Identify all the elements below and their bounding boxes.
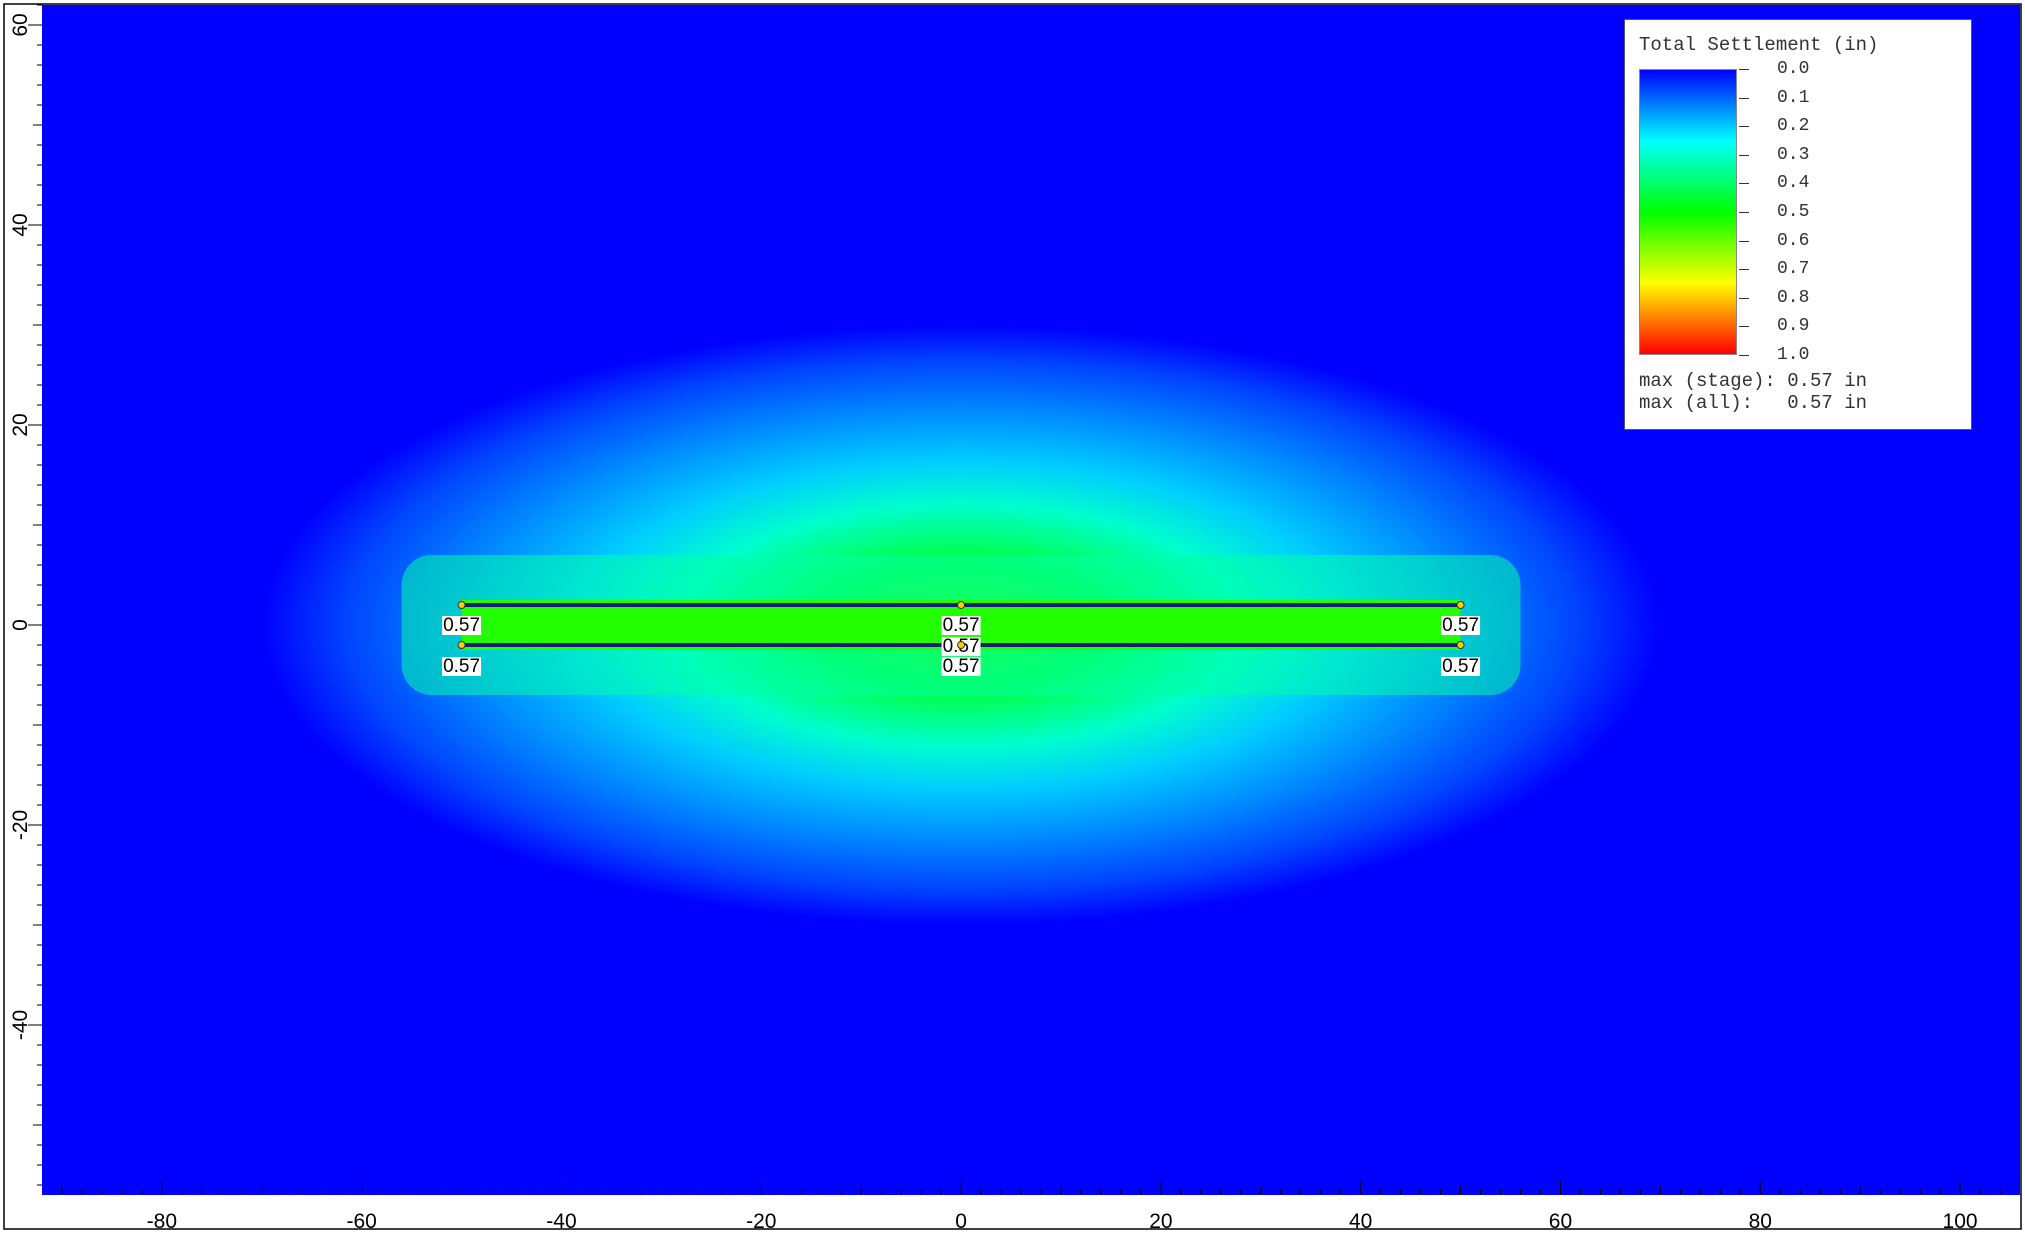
legend-tick [1739, 355, 1749, 356]
x-tick-label: 100 [1943, 1210, 1978, 1233]
y-tick-label: 20 [9, 413, 32, 436]
legend-max-stage: max (stage): 0.57 in [1639, 370, 1868, 392]
value-label-bg [1441, 657, 1481, 676]
settlement-value-label: 0.57 [443, 615, 480, 636]
legend-color-bar [1639, 69, 1737, 355]
legend-max-all: max (all): 0.57 in [1639, 392, 1868, 414]
value-label-bg [941, 616, 981, 635]
query-point-marker [457, 601, 466, 609]
legend-level-label: 0.8 [1777, 287, 1810, 308]
legend-tick [1739, 212, 1749, 213]
legend-level-label: 0.7 [1777, 259, 1810, 280]
x-tick-label: 40 [1349, 1210, 1372, 1233]
x-tick-label: -80 [147, 1210, 177, 1233]
y-tick-label: 40 [9, 213, 32, 236]
value-label-bg [442, 616, 482, 635]
x-tick-label: 20 [1149, 1210, 1172, 1233]
settlement-value-label: 0.57 [1442, 656, 1479, 677]
legend-tick [1739, 69, 1749, 70]
legend-level-label: 0.5 [1777, 202, 1810, 222]
legend-tick [1739, 240, 1749, 242]
legend-level-label: 0.6 [1777, 230, 1810, 251]
legend-tick [1739, 183, 1749, 185]
legend: Total Settlement (in) 0.0 0.1 0.2 0.3 0.4 0.5… [1624, 19, 1972, 430]
settlement-value-label: 0.57 [943, 656, 980, 677]
legend-level-label: 0.9 [1777, 316, 1810, 337]
legend-level-label: 0.0 [1777, 59, 1810, 79]
x-tick-label: -20 [746, 1210, 776, 1233]
legend-tick [1739, 269, 1749, 271]
value-label-bg [1441, 616, 1481, 635]
legend-tick [1739, 126, 1749, 128]
x-tick-label: 60 [1549, 1210, 1572, 1233]
query-point-marker [1456, 641, 1465, 649]
query-point-marker [1456, 601, 1465, 609]
legend-level-label: 0.3 [1777, 144, 1810, 165]
legend-tick [1739, 154, 1749, 156]
legend-title: Total Settlement (in) [1639, 34, 1879, 56]
x-tick-label: 0 [955, 1210, 967, 1233]
legend-tick [1739, 97, 1749, 99]
legend-tick [1739, 297, 1749, 299]
settlement-value-label: 0.57 [943, 615, 980, 636]
x-tick-label: 80 [1749, 1210, 1772, 1233]
legend-level-label: 1.0 [1777, 345, 1810, 365]
legend-tick [1739, 326, 1749, 328]
settlement-value-label: 0.57 [443, 656, 480, 677]
legend-level-label: 0.4 [1777, 173, 1810, 194]
value-label-bg [941, 657, 981, 676]
x-tick-label: -40 [546, 1210, 576, 1233]
legend-level-label: 0.2 [1777, 116, 1810, 137]
query-point-marker [957, 601, 966, 609]
y-tick-label: -40 [9, 1010, 32, 1040]
y-tick-label: 60 [9, 13, 32, 36]
y-tick-label: -20 [9, 810, 32, 840]
settlement-value-label: 0.57 [1442, 615, 1479, 636]
x-tick-label: -60 [346, 1210, 376, 1233]
query-point-marker [457, 641, 466, 649]
query-point-marker [957, 641, 966, 649]
y-tick-label: 0 [9, 619, 32, 631]
value-label-bg [442, 657, 482, 676]
legend-level-label: 0.1 [1777, 87, 1810, 108]
